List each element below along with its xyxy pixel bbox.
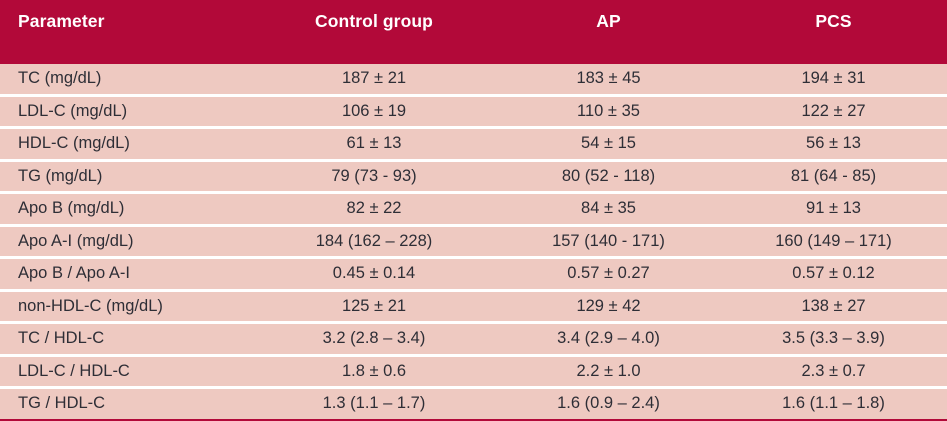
value-cell-ap: 110 ± 35 bbox=[497, 93, 720, 126]
table-row-apo-b: Apo B (mg/dL) 82 ± 22 84 ± 35 91 ± 13 bbox=[0, 191, 947, 224]
row-label: TC (mg/dL) bbox=[0, 64, 251, 94]
value-cell-control: 3.2 (2.8 – 3.4) bbox=[251, 321, 497, 354]
row-label: LDL-C / HDL-C bbox=[0, 353, 251, 386]
value-cell-ap: 2.2 ± 1.0 bbox=[497, 353, 720, 386]
value-cell-pcs: 56 ± 13 bbox=[720, 126, 947, 159]
value-cell-control: 106 ± 19 bbox=[251, 93, 497, 126]
value-cell-pcs: 138 ± 27 bbox=[720, 288, 947, 321]
table-row-apo-a-i: Apo A-I (mg/dL) 184 (162 – 228) 157 (140… bbox=[0, 223, 947, 256]
table-row-ldl-c: LDL-C (mg/dL) 106 ± 19 110 ± 35 122 ± 27 bbox=[0, 93, 947, 126]
value-cell-pcs: 2.3 ± 0.7 bbox=[720, 353, 947, 386]
value-cell-pcs: 1.6 (1.1 – 1.8) bbox=[720, 386, 947, 419]
value-cell-pcs: 91 ± 13 bbox=[720, 191, 947, 224]
header-row: Parameter Control group AP PCS bbox=[0, 0, 947, 64]
table-row-non-hdl-c: non-HDL-C (mg/dL) 125 ± 21 129 ± 42 138 … bbox=[0, 288, 947, 321]
value-cell-control: 1.8 ± 0.6 bbox=[251, 353, 497, 386]
row-label: Apo A-I (mg/dL) bbox=[0, 223, 251, 256]
value-cell-control: 82 ± 22 bbox=[251, 191, 497, 224]
value-cell-control: 187 ± 21 bbox=[251, 64, 497, 94]
row-label: TG / HDL-C bbox=[0, 386, 251, 419]
row-label: LDL-C (mg/dL) bbox=[0, 93, 251, 126]
value-cell-ap: 3.4 (2.9 – 4.0) bbox=[497, 321, 720, 354]
table-row-apo-b-apo-a-i-ratio: Apo B / Apo A-I 0.45 ± 0.14 0.57 ± 0.27 … bbox=[0, 256, 947, 289]
value-cell-control: 125 ± 21 bbox=[251, 288, 497, 321]
value-cell-pcs: 160 (149 – 171) bbox=[720, 223, 947, 256]
value-cell-control: 1.3 (1.1 – 1.7) bbox=[251, 386, 497, 419]
column-header-control-group: Control group bbox=[251, 0, 497, 64]
value-cell-pcs: 3.5 (3.3 – 3.9) bbox=[720, 321, 947, 354]
value-cell-control: 79 (73 - 93) bbox=[251, 158, 497, 191]
table-row-ldl-c-hdl-c-ratio: LDL-C / HDL-C 1.8 ± 0.6 2.2 ± 1.0 2.3 ± … bbox=[0, 353, 947, 386]
value-cell-ap: 54 ± 15 bbox=[497, 126, 720, 159]
value-cell-ap: 0.57 ± 0.27 bbox=[497, 256, 720, 289]
row-label: HDL-C (mg/dL) bbox=[0, 126, 251, 159]
table-row-tg: TG (mg/dL) 79 (73 - 93) 80 (52 - 118) 81… bbox=[0, 158, 947, 191]
column-header-parameter: Parameter bbox=[0, 0, 251, 64]
value-cell-ap: 129 ± 42 bbox=[497, 288, 720, 321]
value-cell-control: 0.45 ± 0.14 bbox=[251, 256, 497, 289]
value-cell-ap: 183 ± 45 bbox=[497, 64, 720, 94]
column-header-ap: AP bbox=[497, 0, 720, 64]
value-cell-pcs: 122 ± 27 bbox=[720, 93, 947, 126]
row-label: Apo B / Apo A-I bbox=[0, 256, 251, 289]
row-label: TG (mg/dL) bbox=[0, 158, 251, 191]
table-row-hdl-c: HDL-C (mg/dL) 61 ± 13 54 ± 15 56 ± 13 bbox=[0, 126, 947, 159]
row-label: Apo B (mg/dL) bbox=[0, 191, 251, 224]
value-cell-pcs: 194 ± 31 bbox=[720, 64, 947, 94]
value-cell-ap: 157 (140 - 171) bbox=[497, 223, 720, 256]
value-cell-ap: 80 (52 - 118) bbox=[497, 158, 720, 191]
table-row-tc-hdl-c-ratio: TC / HDL-C 3.2 (2.8 – 3.4) 3.4 (2.9 – 4.… bbox=[0, 321, 947, 354]
table-body: TC (mg/dL) 187 ± 21 183 ± 45 194 ± 31 LD… bbox=[0, 64, 947, 419]
table-row-tg-hdl-c-ratio: TG / HDL-C 1.3 (1.1 – 1.7) 1.6 (0.9 – 2.… bbox=[0, 386, 947, 419]
table-header: Parameter Control group AP PCS bbox=[0, 0, 947, 64]
table-row-tc: TC (mg/dL) 187 ± 21 183 ± 45 194 ± 31 bbox=[0, 64, 947, 94]
row-label: non-HDL-C (mg/dL) bbox=[0, 288, 251, 321]
value-cell-ap: 84 ± 35 bbox=[497, 191, 720, 224]
value-cell-pcs: 81 (64 - 85) bbox=[720, 158, 947, 191]
value-cell-ap: 1.6 (0.9 – 2.4) bbox=[497, 386, 720, 419]
value-cell-control: 61 ± 13 bbox=[251, 126, 497, 159]
value-cell-control: 184 (162 – 228) bbox=[251, 223, 497, 256]
value-cell-pcs: 0.57 ± 0.12 bbox=[720, 256, 947, 289]
row-label: TC / HDL-C bbox=[0, 321, 251, 354]
column-header-pcs: PCS bbox=[720, 0, 947, 64]
